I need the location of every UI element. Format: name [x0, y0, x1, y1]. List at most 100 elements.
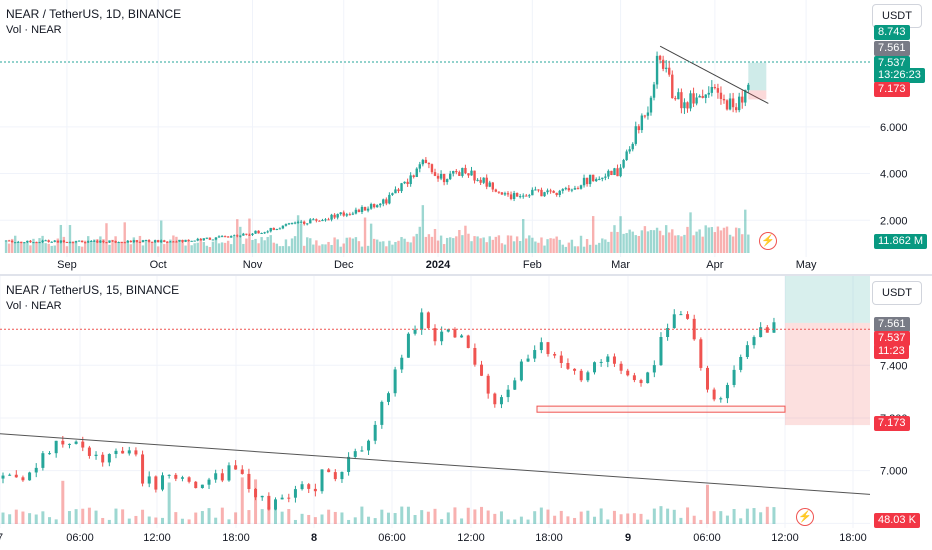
daily-volume-bar: [713, 232, 717, 253]
daily-volume-bar: [50, 245, 53, 253]
panel-divider[interactable]: [0, 274, 932, 276]
intraday-lightning-icon[interactable]: ⚡: [796, 508, 814, 526]
daily-volume-bar: [485, 242, 488, 253]
daily-volume-bar: [366, 245, 370, 253]
intraday-volume-bar: [593, 516, 597, 524]
daily-candle-body: [324, 219, 327, 221]
daily-candle-body: [537, 189, 540, 191]
intraday-candle-body: [686, 314, 690, 319]
intraday-volume-bar: [114, 508, 118, 524]
daily-volume-bar: [293, 236, 297, 253]
daily-candle-body: [695, 97, 698, 104]
intraday-candle-body: [672, 314, 676, 329]
daily-candle-body: [424, 159, 428, 164]
intraday-candle-body: [646, 372, 650, 384]
daily-candle-body: [357, 209, 361, 212]
daily-x-tick-label: Feb: [523, 259, 542, 271]
daily-candle-body: [74, 241, 78, 243]
daily-candle-body: [534, 189, 537, 191]
daily-volume-bar: [737, 228, 741, 253]
intraday-candle-body: [652, 365, 656, 373]
daily-candle-body: [722, 98, 726, 101]
daily-chart-panel[interactable]: Sep Oct Nov Dec 2024 Feb Mar Apr May 6.000 4.000 2.…: [0, 0, 932, 275]
daily-volume-bar: [464, 225, 467, 253]
daily-candle-body: [741, 96, 744, 103]
intraday-candle-body: [147, 476, 151, 484]
intraday-candle-body: [586, 372, 590, 381]
daily-volume-bar: [680, 236, 683, 253]
daily-volume-bar: [226, 240, 230, 253]
daily-chart-plot[interactable]: Sep Oct Nov Dec 2024 Feb Mar Apr May 6.000 4.000 2.…: [0, 0, 932, 275]
intraday-candle-body: [573, 368, 577, 371]
intraday-candle-body: [313, 488, 317, 492]
intraday-candle-body: [307, 484, 311, 489]
daily-candle-body: [132, 240, 136, 243]
daily-volume-bar: [17, 241, 20, 253]
intraday-candle-body: [759, 327, 763, 338]
intraday-candle-body: [67, 443, 71, 445]
intraday-candle-body: [380, 401, 384, 425]
intraday-currency-button[interactable]: USDT: [872, 281, 922, 305]
daily-candle-body: [382, 199, 385, 204]
daily-candle-body: [208, 237, 212, 240]
daily-volume-bar: [503, 244, 507, 253]
daily-candle-body: [582, 177, 586, 186]
daily-volume-bar: [114, 236, 117, 253]
daily-lightning-icon[interactable]: ⚡: [759, 232, 777, 250]
daily-candle-body: [719, 92, 723, 99]
daily-candle-body: [184, 239, 187, 242]
daily-candle-body: [138, 241, 142, 243]
intraday-candle-body: [519, 361, 523, 381]
intraday-candle-body: [433, 328, 437, 342]
intraday-candle-body: [745, 345, 749, 357]
daily-candle-body: [17, 241, 20, 243]
daily-volume-bar: [461, 235, 464, 253]
intraday-candle-body: [347, 456, 351, 472]
intraday-volume-bar: [161, 517, 165, 524]
daily-candle-body: [409, 175, 412, 185]
intraday-x-tick-label: 06:00: [378, 532, 406, 544]
daily-volume-bar: [153, 241, 157, 253]
daily-volume-bar: [546, 239, 549, 253]
daily-candle-body: [29, 240, 32, 243]
daily-candle-body: [458, 172, 461, 176]
daily-volume-bar: [582, 246, 586, 253]
intraday-volume-bar: [499, 511, 503, 524]
daily-volume-bar: [29, 245, 32, 253]
intraday-candle-body: [81, 441, 85, 448]
daily-candle-body: [585, 177, 589, 185]
daily-volume-bar: [722, 227, 726, 253]
intraday-x-tick-label: 06:00: [693, 532, 721, 544]
daily-candle-body: [141, 240, 145, 242]
daily-candle-body: [549, 190, 552, 192]
daily-volume-bar: [77, 246, 81, 253]
daily-volume-bar: [175, 236, 178, 253]
daily-volume-bar: [233, 236, 236, 253]
daily-candle-body: [296, 221, 300, 223]
daily-candle-body: [77, 240, 81, 242]
daily-candle-body: [631, 143, 634, 150]
daily-candle-body: [546, 190, 549, 193]
intraday-candle-body: [765, 327, 769, 333]
daily-volume-bar: [418, 226, 421, 253]
intraday-candle-body: [273, 499, 277, 510]
intraday-chart-plot[interactable]: 7 06:00 12:00 18:00 8 06:00 12:00 18:00 9 06:00 12…: [0, 276, 932, 550]
daily-candle-body: [68, 242, 72, 244]
daily-volume-bar: [741, 234, 744, 253]
intraday-stop-price-label: 7.173: [874, 416, 910, 431]
daily-candle-body: [455, 171, 458, 173]
intraday-candle-body: [327, 469, 331, 473]
daily-volume-bar: [622, 233, 625, 253]
daily-volume-bar: [528, 235, 531, 253]
daily-candle-body: [117, 242, 120, 244]
daily-candle-body: [187, 239, 190, 242]
daily-volume-bar: [668, 232, 671, 253]
daily-volume-bar: [236, 219, 239, 253]
daily-volume-bar: [394, 241, 397, 253]
intraday-chart-panel[interactable]: 7 06:00 12:00 18:00 8 06:00 12:00 18:00 9 06:00 12…: [0, 276, 932, 550]
daily-volume-bar: [747, 234, 750, 253]
daily-volume-bar: [558, 239, 561, 253]
daily-volume-bar: [591, 216, 595, 253]
daily-volume-bar: [245, 238, 248, 253]
intraday-candle-body: [154, 476, 158, 490]
